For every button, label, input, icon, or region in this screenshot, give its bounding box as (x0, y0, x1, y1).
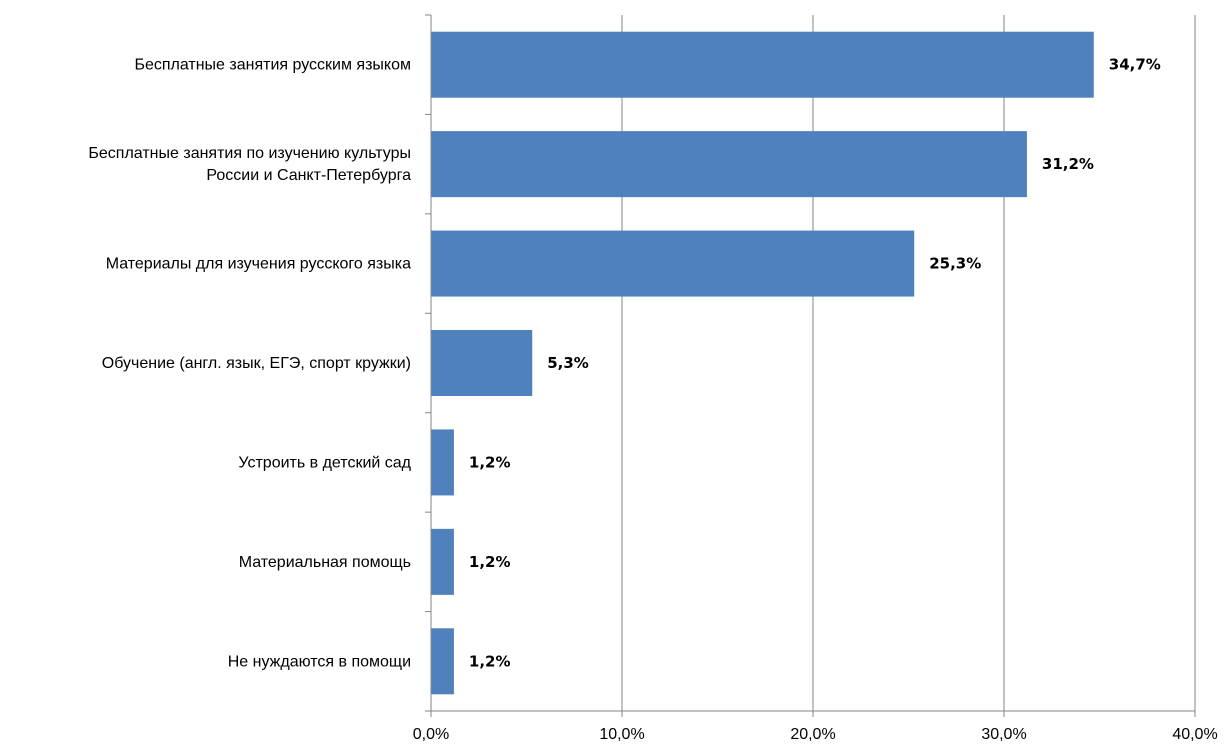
bar-4 (431, 429, 454, 496)
bar-2 (431, 230, 915, 297)
data-label-4: 1,2% (469, 453, 511, 471)
bar-5 (431, 528, 454, 595)
gridlines (621, 15, 1196, 711)
category-label-6: Не нуждаются в помощи (228, 653, 411, 670)
category-label-line: Бесплатные занятия русским языком (134, 56, 411, 73)
bar-6 (431, 628, 454, 695)
data-labels: 34,7% 31,2% 25,3% 5,3% 1,2% 1,2% 1,2% (469, 56, 1161, 671)
data-label-5: 1,2% (469, 553, 511, 571)
category-label-line: Обучение (англ. язык, ЕГЭ, спорт кружки) (102, 355, 411, 372)
bar-1 (431, 131, 1027, 198)
category-label-2: Материалы для изучения русского языка (106, 255, 411, 272)
axes (425, 14, 1196, 717)
category-label-4: Устроить в детский сад (238, 454, 411, 471)
x-tick-label-1: 10,0% (599, 726, 644, 743)
category-label-line: Не нуждаются в помощи (228, 653, 411, 670)
x-tick-label-3: 30,0% (981, 726, 1026, 743)
data-label-1: 31,2% (1042, 155, 1094, 173)
category-label-0: Бесплатные занятия русским языком (134, 56, 411, 73)
bar-3 (431, 330, 533, 396)
data-label-2: 25,3% (929, 255, 981, 273)
data-label-6: 1,2% (469, 652, 511, 670)
category-labels: Бесплатные занятия русским языком Бесплат… (88, 56, 411, 670)
category-label-1: Бесплатные занятия по изучению культуры Р… (88, 145, 411, 184)
category-label-line: Материальная помощь (239, 553, 411, 570)
bar-0 (431, 31, 1094, 98)
category-label-line: России и Санкт-Петербурга (206, 167, 411, 184)
data-label-0: 34,7% (1109, 56, 1161, 74)
x-tick-label-4: 40,0% (1172, 726, 1217, 743)
data-label-3: 5,3% (547, 354, 589, 372)
x-tick-label-2: 20,0% (790, 726, 835, 743)
category-label-3: Обучение (англ. язык, ЕГЭ, спорт кружки) (102, 355, 411, 372)
category-label-line: Устроить в детский сад (238, 454, 411, 471)
x-tick-label-0: 0,0% (413, 726, 449, 743)
x-tick-labels: 0,0% 10,0% 20,0% 30,0% 40,0% (413, 726, 1218, 743)
category-label-5: Материальная помощь (239, 553, 411, 570)
bars (431, 31, 1094, 695)
category-label-line: Материалы для изучения русского языка (106, 255, 411, 272)
category-label-line: Бесплатные занятия по изучению культуры (88, 145, 411, 162)
